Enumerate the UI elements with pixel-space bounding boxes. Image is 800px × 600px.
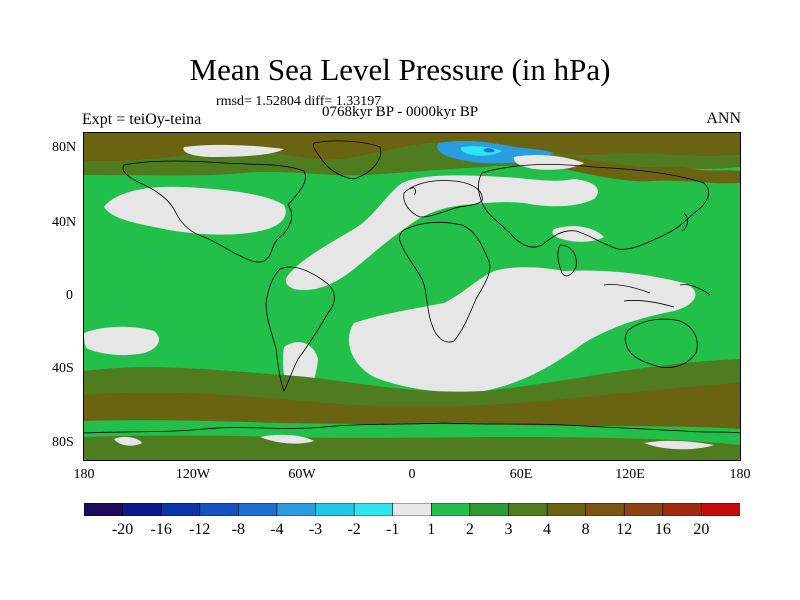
colorbar-label: 3 (504, 521, 513, 538)
south-america-coast (265, 266, 335, 392)
colorbar-swatch (585, 503, 626, 516)
lon-label-60w: 60W (288, 467, 316, 482)
lat-label-80n: 80N (52, 140, 77, 155)
colorbar-swatch (701, 503, 740, 516)
lon-label-60e: 60E (509, 467, 533, 482)
colorbar-swatch (353, 503, 394, 516)
colorbar-swatch (430, 503, 471, 516)
colorbar-swatch (122, 503, 162, 516)
antarctica-coast (84, 422, 740, 434)
colorbar-swatch (160, 503, 201, 516)
japan-coast (681, 212, 688, 232)
map-frame (83, 132, 741, 461)
lat-label-80s: 80S (52, 435, 74, 450)
south-pacific-neutral (84, 326, 159, 356)
colorbar-swatch (508, 503, 548, 516)
colorbar-swatch (84, 503, 124, 516)
asia-coast (478, 164, 709, 250)
atlantic-neutral-swath (285, 175, 598, 291)
indian-ocean-neutral (348, 267, 696, 393)
antarctic-green-band (84, 420, 740, 445)
colorbar-label: 1 (427, 521, 436, 538)
lon-label-120w: 120W (175, 467, 211, 482)
antarctic-neutral-patch-2 (260, 434, 314, 444)
siberia-brown (564, 155, 740, 184)
lon-label-120e: 120E (615, 467, 645, 482)
experiment-label: Expt = teiOy-teina (82, 111, 202, 128)
greenland-coast (313, 140, 382, 180)
chart-title: Mean Sea Level Pressure (in hPa) (189, 52, 611, 87)
lon-label-180w: 180 (73, 467, 95, 482)
colorbar-swatch (469, 503, 510, 516)
colorbar-label: 8 (581, 521, 590, 538)
india-coast (557, 244, 577, 277)
lat-label-0: 0 (66, 288, 73, 303)
colorbar-swatch (662, 503, 703, 516)
colorbar-swatch (199, 503, 240, 516)
colorbar-label: -8 (231, 521, 246, 538)
southern-brown-belt (84, 383, 740, 429)
colorbar-label: -4 (270, 521, 284, 538)
colorbar-label: 20 (693, 521, 710, 538)
period-text: 0768kyr BP - 0000kyr BP (321, 104, 479, 120)
colorbar-label: 16 (654, 521, 671, 538)
lat-label-40n: 40N (52, 215, 77, 230)
antarctic-neutral-patch-3 (644, 440, 714, 450)
colorbar-swatch (276, 503, 317, 516)
east-asia-neutral (552, 226, 604, 242)
africa-coast (399, 221, 491, 343)
colorbar-swatch (238, 503, 278, 516)
arctic-deep-blue (483, 148, 495, 153)
north-pacific-neutral (104, 186, 286, 235)
colorbar (84, 503, 740, 516)
uk-coast (409, 187, 417, 196)
pressure-map (84, 133, 740, 460)
russian-neutral-patch (513, 155, 584, 170)
colorbar-label: 2 (465, 521, 474, 538)
colorbar-label: -3 (308, 521, 323, 538)
coastlines (84, 140, 740, 434)
lon-label-0: 0 (408, 467, 416, 482)
antarctic-neutral-patch-1 (114, 436, 142, 446)
indonesia-coast (603, 284, 711, 308)
colorbar-label: 12 (616, 521, 633, 538)
colorbar-swatch (392, 503, 433, 516)
lat-label-40s: 40S (52, 361, 74, 376)
north-america-coast (122, 160, 306, 263)
colorbar-label: 4 (543, 521, 552, 538)
colorbar-label: -2 (347, 521, 361, 538)
europe-coast (403, 180, 483, 218)
colorbar-label: -12 (189, 521, 211, 538)
colorbar-label: -16 (150, 521, 172, 538)
colorbar-label: -1 (386, 521, 400, 538)
season-label: ANN (706, 110, 741, 127)
lon-label-180e: 180 (729, 467, 751, 482)
greenland-neutral-patch (183, 144, 284, 157)
colorbar-label: -20 (111, 521, 134, 538)
colorbar-swatch (623, 503, 664, 516)
australia-coast (624, 318, 698, 368)
colorbar-swatch (315, 503, 355, 516)
arctic-brown-band (84, 133, 740, 162)
stats-text: rmsd= 1.52804 diff= 1.33197 (216, 94, 382, 109)
colorbar-swatch (546, 503, 587, 516)
